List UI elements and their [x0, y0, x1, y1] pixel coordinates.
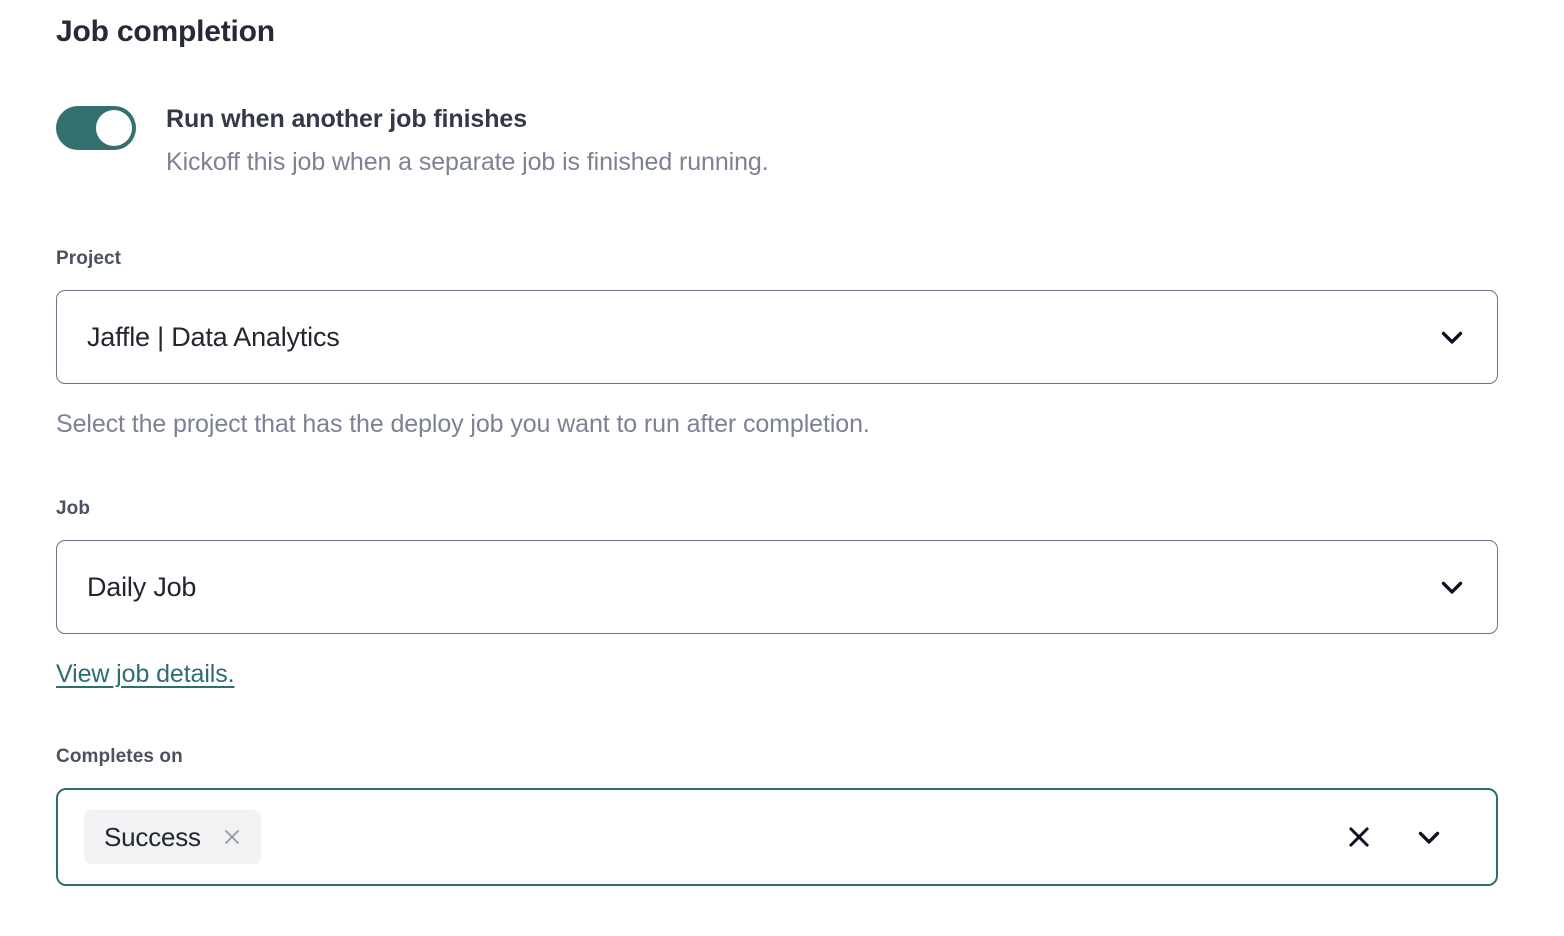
job-field-label: Job: [56, 498, 91, 519]
project-field-label: Project: [56, 248, 122, 269]
clear-selection-close-icon[interactable]: [1342, 820, 1376, 854]
project-select[interactable]: Jaffle | Data Analytics: [56, 290, 1498, 384]
job-select[interactable]: Daily Job: [56, 540, 1498, 634]
chevron-down-icon: [1435, 320, 1469, 354]
toggle-description: Kickoff this job when a separate job is …: [166, 148, 769, 177]
run-when-another-job-finishes-row: Run when another job finishes Kickoff th…: [56, 104, 1498, 179]
selected-chip: Success: [84, 810, 261, 864]
project-select-value: Jaffle | Data Analytics: [87, 321, 340, 352]
toggle-label: Run when another job finishes: [166, 105, 528, 133]
project-help-text: Select the project that has the deploy j…: [56, 410, 870, 438]
chevron-down-icon[interactable]: [1412, 820, 1446, 854]
view-job-details-link[interactable]: View job details.: [56, 660, 235, 688]
job-select-value: Daily Job: [87, 571, 197, 602]
chevron-down-icon: [1435, 570, 1469, 604]
toggle-knob: [96, 110, 132, 146]
page-title: Job completion: [56, 15, 275, 48]
run-when-another-job-finishes-toggle[interactable]: [56, 106, 136, 150]
completes-on-field-label: Completes on: [56, 746, 183, 767]
toggle-text-group: Run when another job finishes Kickoff th…: [166, 104, 769, 179]
selected-chip-label: Success: [104, 821, 201, 852]
completes-on-multiselect[interactable]: Success: [56, 788, 1498, 886]
close-icon[interactable]: [221, 826, 243, 848]
